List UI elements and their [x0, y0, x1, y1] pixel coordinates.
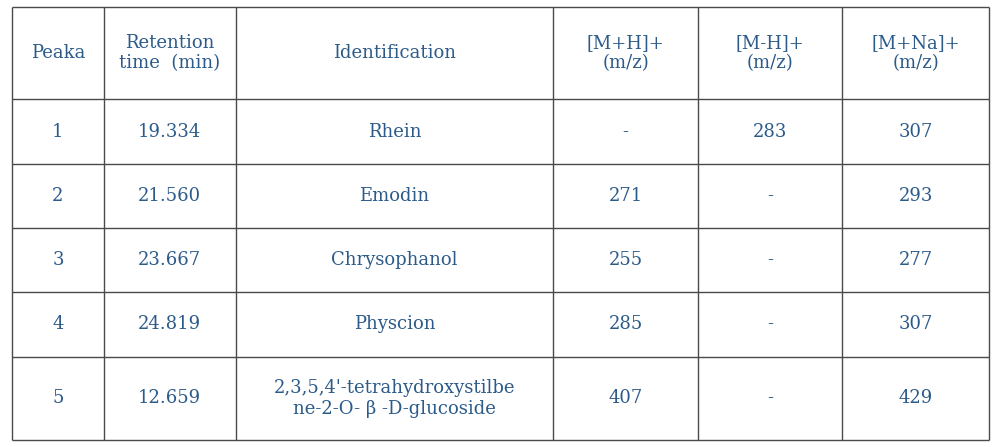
Text: -: - [767, 187, 773, 205]
Text: 255: 255 [609, 251, 643, 269]
Text: 24.819: 24.819 [138, 316, 201, 333]
Text: [M+Na]+
(m/z): [M+Na]+ (m/z) [872, 34, 960, 72]
Text: Emodin: Emodin [359, 187, 429, 205]
Text: Retention
time  (min): Retention time (min) [119, 34, 220, 72]
Text: 283: 283 [753, 122, 788, 141]
Text: 407: 407 [609, 389, 643, 407]
Text: 1: 1 [52, 122, 64, 141]
Text: 21.560: 21.560 [138, 187, 201, 205]
Text: Rhein: Rhein [367, 122, 421, 141]
Text: 3: 3 [52, 251, 64, 269]
Text: Identification: Identification [333, 44, 456, 62]
Text: -: - [767, 251, 773, 269]
Text: 2,3,5,4'-tetrahydroxystilbe
ne-2-O- β -D-glucoside: 2,3,5,4'-tetrahydroxystilbe ne-2-O- β -D… [273, 379, 516, 418]
Text: 2: 2 [52, 187, 64, 205]
Text: Physcion: Physcion [353, 316, 435, 333]
Text: [M-H]+
(m/z): [M-H]+ (m/z) [736, 34, 805, 72]
Text: 12.659: 12.659 [138, 389, 201, 407]
Text: 277: 277 [899, 251, 933, 269]
Text: 293: 293 [899, 187, 933, 205]
Text: 307: 307 [899, 122, 933, 141]
Text: 5: 5 [52, 389, 64, 407]
Text: 19.334: 19.334 [138, 122, 201, 141]
Text: [M+H]+
(m/z): [M+H]+ (m/z) [587, 34, 665, 72]
Text: Peaka: Peaka [31, 44, 85, 62]
Text: 23.667: 23.667 [138, 251, 201, 269]
Text: 271: 271 [609, 187, 643, 205]
Text: 429: 429 [899, 389, 933, 407]
Text: Chrysophanol: Chrysophanol [331, 251, 457, 269]
Text: -: - [767, 316, 773, 333]
Text: -: - [623, 122, 629, 141]
Text: 307: 307 [899, 316, 933, 333]
Text: 285: 285 [609, 316, 643, 333]
Text: 4: 4 [52, 316, 64, 333]
Text: -: - [767, 389, 773, 407]
